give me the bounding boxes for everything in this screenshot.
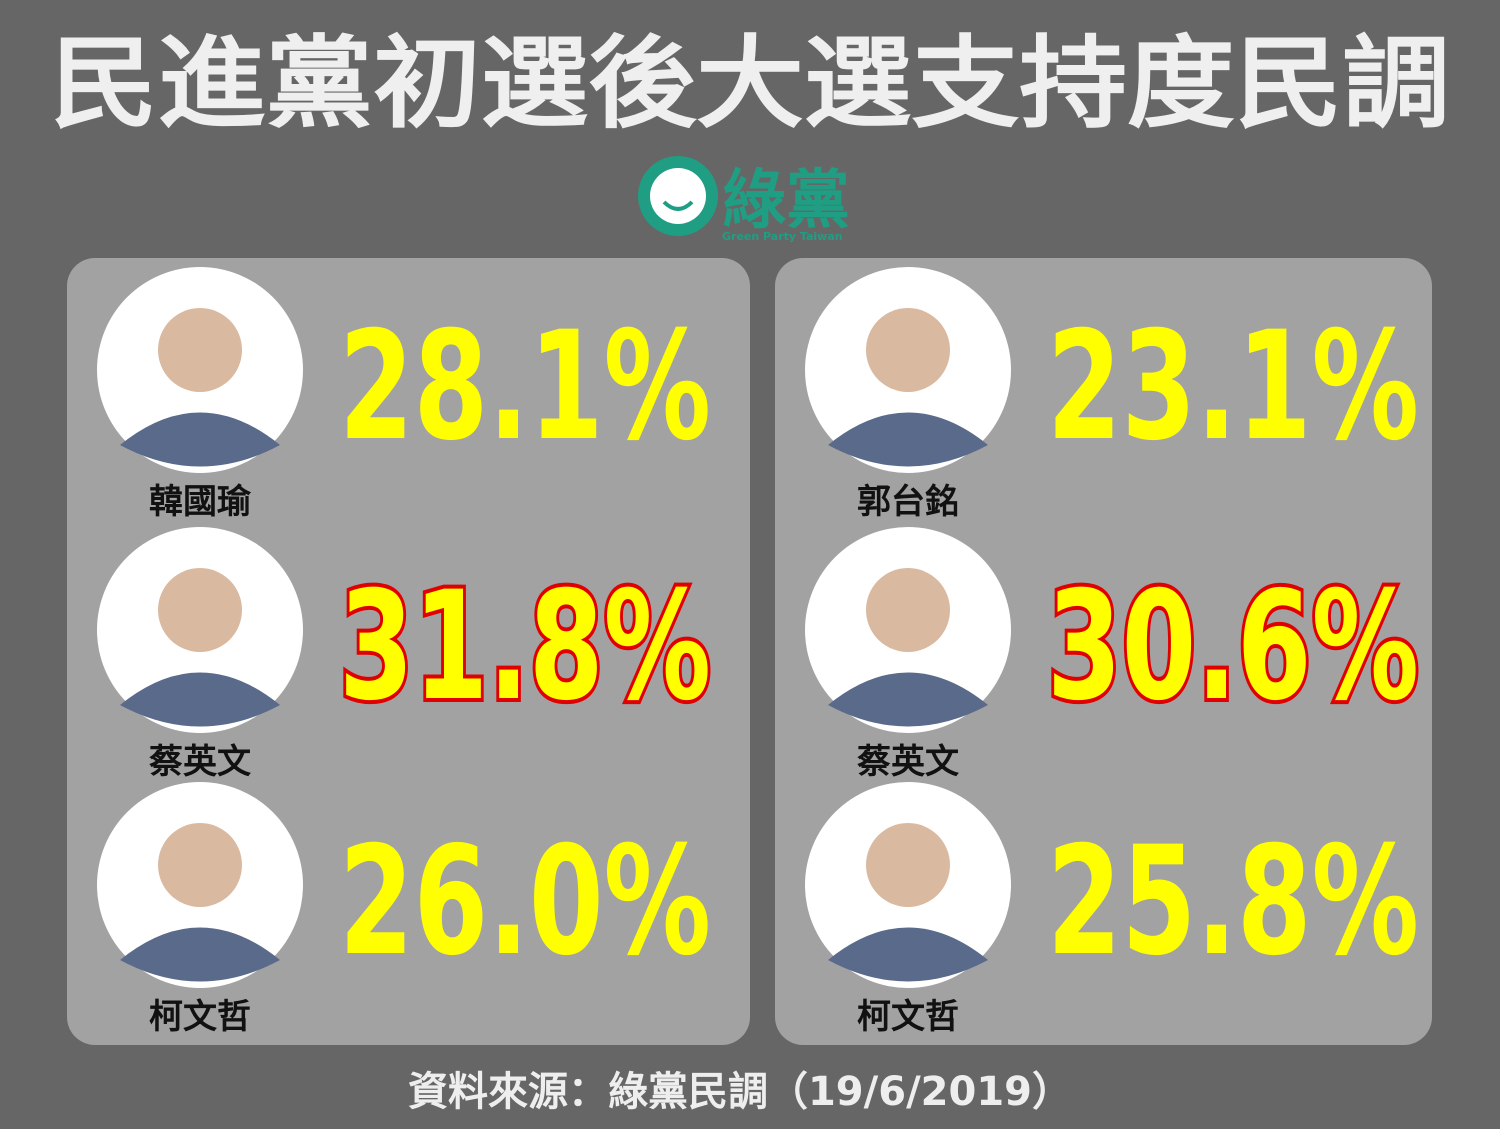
logo: 綠黨 Green Party Taiwan [638,156,850,243]
photo-head [866,568,950,652]
photo-body [120,927,280,982]
candidate-percent: 23.1% [1047,300,1419,474]
photo-head [866,308,950,392]
logo-name: 綠黨 [722,164,850,238]
photo-head [866,823,950,907]
photo-head [158,308,242,392]
candidate-name: 柯文哲 [149,997,251,1037]
photo-body [120,412,280,467]
footer-source: 資料來源：綠黨民調（19/6/2019） [408,1069,1072,1115]
panel: 郭台銘 23.1% 蔡英文 30.6% 柯文哲 25.8% [775,258,1432,1045]
photo-body [828,927,988,982]
logo-face [650,168,706,224]
logo-subtitle: Green Party Taiwan [722,230,843,243]
candidate-name: 郭台銘 [857,482,959,522]
candidate-percent: 28.1% [339,300,711,474]
photo-body [828,412,988,467]
candidate-percent: 26.0% [339,815,711,989]
logo-smile [662,200,694,211]
candidate-name: 蔡英文 [148,742,251,782]
photo-head [158,823,242,907]
candidate-percent: 31.8% [339,560,711,734]
candidate-name: 韓國瑜 [149,482,252,522]
candidate-name: 柯文哲 [857,997,959,1037]
photo-body [120,672,280,727]
photo-head [158,568,242,652]
candidate-percent: 30.6% [1047,560,1419,734]
candidate-name: 蔡英文 [856,742,959,782]
candidate-percent: 25.8% [1047,815,1419,989]
title: 民進黨初選後大選支持度民調 [50,25,1450,142]
panel: 韓國瑜 28.1% 蔡英文 31.8% 柯文哲 26.0% [67,258,750,1045]
photo-body [828,672,988,727]
